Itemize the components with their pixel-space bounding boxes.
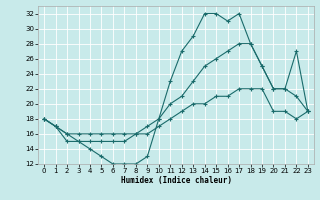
X-axis label: Humidex (Indice chaleur): Humidex (Indice chaleur) <box>121 176 231 185</box>
